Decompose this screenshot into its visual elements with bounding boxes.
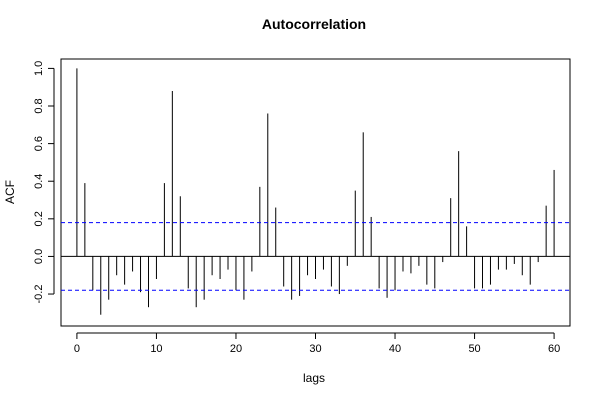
- x-tick-label: 60: [548, 343, 560, 355]
- x-axis: 0 10 20 30 40 50 60: [74, 332, 560, 355]
- y-tick-label: -0.2: [33, 285, 45, 304]
- plot-frame: [60, 58, 571, 327]
- x-tick-label: 40: [389, 343, 401, 355]
- y-tick-label: 0.4: [33, 174, 45, 189]
- y-tick-label: 0.0: [33, 249, 45, 264]
- x-tick-label: 0: [74, 343, 80, 355]
- x-tick-label: 10: [150, 343, 162, 355]
- y-axis: -0.2 0.0 0.2 0.4 0.6 0.8 1.0: [33, 61, 55, 304]
- chart-title: Autocorrelation: [262, 16, 366, 32]
- y-tick-label: 0.8: [33, 98, 45, 113]
- y-tick-label: 0.6: [33, 136, 45, 151]
- x-axis-label: lags: [303, 371, 325, 385]
- y-axis-label: ACF: [3, 180, 17, 204]
- acf-bars: [76, 68, 555, 315]
- x-tick-label: 30: [309, 343, 321, 355]
- x-tick-label: 20: [230, 343, 242, 355]
- y-tick-label: 1.0: [33, 61, 45, 76]
- x-tick-label: 50: [468, 343, 480, 355]
- y-tick-label: 0.2: [33, 211, 45, 226]
